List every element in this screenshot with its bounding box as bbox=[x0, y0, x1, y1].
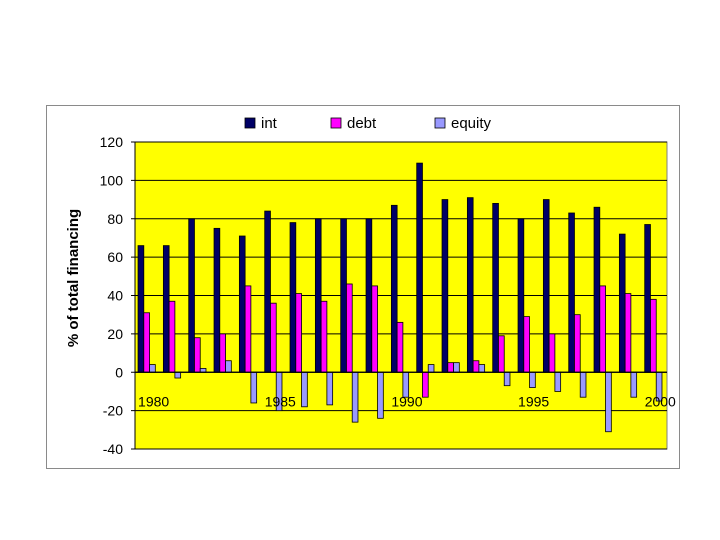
bar-int-1995 bbox=[517, 218, 525, 373]
bar-debt-1986 bbox=[295, 293, 302, 373]
bar-int-1986 bbox=[289, 222, 297, 373]
y-tick-label: -40 bbox=[103, 441, 123, 457]
bar-debt-1992 bbox=[447, 362, 454, 373]
bar-equity-1980 bbox=[149, 364, 156, 373]
bar-int-1988 bbox=[340, 218, 347, 373]
bar-equity-1992 bbox=[453, 362, 460, 373]
bar-int-1996 bbox=[542, 199, 550, 373]
bar-equity-1994 bbox=[503, 371, 511, 387]
y-tick-label: 0 bbox=[115, 364, 123, 380]
bar-debt-1983 bbox=[219, 333, 226, 373]
bar-debt-1991 bbox=[422, 371, 429, 398]
bar-debt-1981 bbox=[168, 300, 176, 373]
bar-int-1997 bbox=[568, 212, 575, 373]
bar-debt-1988 bbox=[346, 283, 353, 373]
legend-swatch-int bbox=[244, 117, 256, 129]
bar-debt-1998 bbox=[599, 285, 606, 373]
bar-equity-1986 bbox=[301, 371, 308, 408]
legend-label-equity: equity bbox=[451, 115, 492, 132]
bar-debt-1997 bbox=[574, 314, 581, 373]
y-tick-label: 60 bbox=[107, 249, 123, 265]
bar-equity-1987 bbox=[326, 371, 334, 406]
bar-int-1985 bbox=[264, 210, 271, 373]
bar-equity-1983 bbox=[225, 360, 232, 373]
bar-debt-1999 bbox=[624, 293, 632, 373]
bar-debt-1985 bbox=[270, 302, 277, 373]
legend-label-int: int bbox=[261, 115, 278, 132]
bar-int-1982 bbox=[188, 218, 195, 373]
x-tick-label: 1990 bbox=[391, 393, 422, 409]
bar-equity-1999 bbox=[630, 371, 638, 398]
bar-int-1984 bbox=[238, 235, 246, 373]
bar-debt-1996 bbox=[548, 333, 556, 373]
bar-int-1981 bbox=[162, 245, 170, 373]
bar-int-1990 bbox=[390, 204, 398, 373]
x-tick-label: 2000 bbox=[645, 393, 676, 409]
y-tick-label: 120 bbox=[100, 134, 124, 150]
bar-int-1994 bbox=[492, 203, 499, 373]
bar-int-1980 bbox=[137, 245, 145, 373]
bar-chart: -40 -20 0 20 40 60 80 100 120 1980 1985 1990 1995 20… bbox=[65, 115, 676, 457]
bar-int-1983 bbox=[213, 227, 221, 373]
x-tick-label: 1995 bbox=[518, 393, 549, 409]
bar-debt-1987 bbox=[320, 300, 328, 373]
bar-equity-1989 bbox=[377, 371, 384, 419]
bar-debt-1984 bbox=[244, 285, 252, 373]
legend-label-debt: debt bbox=[347, 115, 377, 132]
bar-debt-1990 bbox=[396, 321, 404, 373]
bar-equity-1995 bbox=[529, 371, 536, 389]
x-tick-label: 1985 bbox=[265, 393, 296, 409]
bar-int-1987 bbox=[314, 218, 322, 373]
bar-debt-1982 bbox=[194, 337, 201, 373]
x-tick-label: 1980 bbox=[138, 393, 169, 409]
y-tick-label: 40 bbox=[107, 288, 123, 304]
y-tick-label: -20 bbox=[103, 403, 123, 419]
chart-frame: -40 -20 0 20 40 60 80 100 120 1980 1985 1990 1995 20… bbox=[46, 105, 680, 469]
bar-int-1998 bbox=[593, 206, 601, 373]
bar-debt-1989 bbox=[371, 285, 378, 373]
bar-debt-1994 bbox=[498, 335, 505, 373]
y-tick-label: 20 bbox=[107, 326, 123, 342]
bar-equity-1996 bbox=[554, 371, 562, 392]
bar-int-2000 bbox=[644, 224, 651, 373]
bar-int-1991 bbox=[416, 162, 423, 373]
bar-equity-1997 bbox=[579, 371, 587, 398]
legend-swatch-debt bbox=[330, 117, 342, 129]
bar-equity-1991 bbox=[427, 364, 435, 373]
bar-debt-2000 bbox=[650, 298, 657, 373]
bar-int-1999 bbox=[618, 233, 626, 373]
bar-int-1992 bbox=[441, 199, 449, 373]
y-axis-label: % of total financing bbox=[65, 209, 82, 347]
bar-equity-1984 bbox=[250, 371, 258, 404]
bar-int-1993 bbox=[466, 197, 474, 373]
y-tick-label: 100 bbox=[100, 172, 124, 188]
bar-equity-1981 bbox=[174, 371, 182, 379]
bar-equity-1993 bbox=[478, 364, 486, 373]
legend-swatch-equity bbox=[434, 117, 446, 129]
y-tick-label: 80 bbox=[107, 211, 123, 227]
bar-equity-1988 bbox=[351, 371, 359, 423]
bar-debt-1995 bbox=[523, 316, 530, 373]
bar-debt-1980 bbox=[143, 312, 150, 373]
bar-int-1989 bbox=[365, 218, 373, 373]
bar-debt-1993 bbox=[472, 360, 480, 373]
bar-equity-1998 bbox=[605, 371, 612, 433]
